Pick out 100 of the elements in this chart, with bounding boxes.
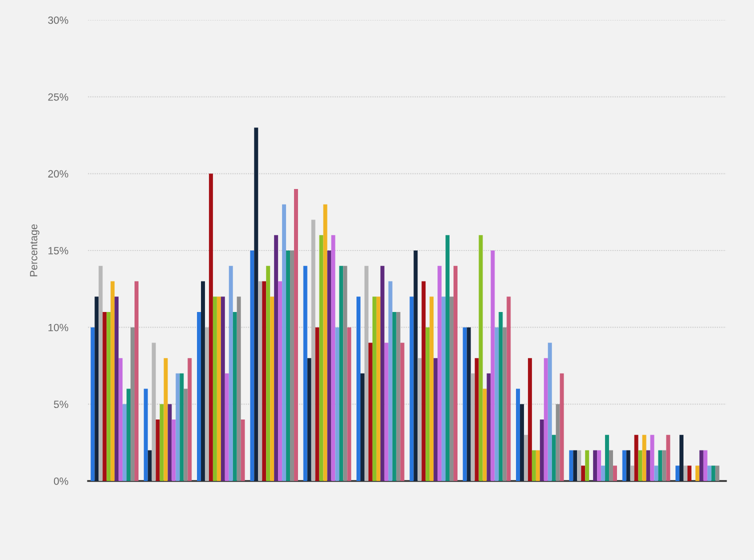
bar [208,174,213,481]
bar [347,327,352,481]
y-tick-label: 20% [48,170,68,178]
bar [679,434,684,481]
bar [438,266,442,481]
bar [216,296,221,481]
bar [450,296,454,481]
bar [662,450,666,481]
bar [236,296,241,481]
bar [327,250,332,481]
bar [462,327,467,481]
bar [613,466,618,481]
bar [494,327,499,481]
bar [250,250,254,481]
bar [130,327,135,481]
bar [646,450,650,481]
y-tick-label: 30% [48,16,68,24]
bar [466,327,471,481]
bar [339,266,344,481]
bar [601,466,606,481]
bar [658,450,662,481]
bar [376,296,380,481]
bar [204,327,209,481]
bar [224,373,229,481]
bar [446,235,450,481]
bar [502,327,507,481]
bar [634,434,638,481]
bar [90,327,95,481]
bar [532,450,536,481]
bar [286,250,290,481]
bar [548,342,552,481]
bar [220,296,225,481]
bar [422,281,426,481]
bar [540,420,544,481]
bar [335,327,340,481]
bar [675,466,680,481]
bar [168,404,172,481]
bar [160,404,164,481]
bar [380,266,384,481]
bar [683,466,688,481]
y-axis-title: Percentage [30,224,40,276]
bar [184,388,188,481]
bar [102,312,107,481]
bar [368,342,372,481]
bar [388,281,392,481]
bar [200,281,205,481]
bar [118,358,123,481]
bar [212,296,217,481]
bar [597,450,602,481]
y-tick-label: 15% [48,247,68,254]
bar [609,450,614,481]
y-tick-label: 10% [48,324,68,332]
bar [622,450,626,481]
bar [711,466,716,481]
bar [577,450,582,481]
bar [196,312,201,481]
y-tick-label: 0% [54,478,68,485]
bar [400,342,404,481]
bar [148,450,152,481]
y-tick-label: 25% [48,93,68,101]
bar [650,434,654,481]
bar [343,266,348,481]
bar [278,281,282,481]
bar [506,296,511,481]
bar [156,420,160,481]
bar [188,358,192,481]
bar [396,312,400,481]
bar [434,358,438,481]
bar [426,327,430,481]
bar [311,220,316,481]
bar [520,404,524,481]
bar [585,450,590,481]
bar [180,373,184,481]
bar [430,296,434,481]
bar [470,373,475,481]
bar [707,466,712,481]
bar [654,466,658,481]
bar [715,466,720,481]
bar [372,296,376,481]
bar [172,420,176,481]
bar [114,296,119,481]
bar [360,373,364,481]
bar [573,450,578,481]
bar [331,235,336,481]
bar [254,128,258,481]
bar [303,266,308,481]
bar [290,250,294,481]
bar [638,450,642,481]
bar [544,358,548,481]
bar [486,373,491,481]
bar [410,296,414,481]
bar [605,434,610,481]
bar [414,250,418,481]
bar [630,466,634,481]
bar [581,466,586,481]
bar [228,266,233,481]
bar [144,388,148,481]
bar [232,312,237,481]
bar [666,434,670,481]
y-tick-label: 5% [54,400,68,408]
